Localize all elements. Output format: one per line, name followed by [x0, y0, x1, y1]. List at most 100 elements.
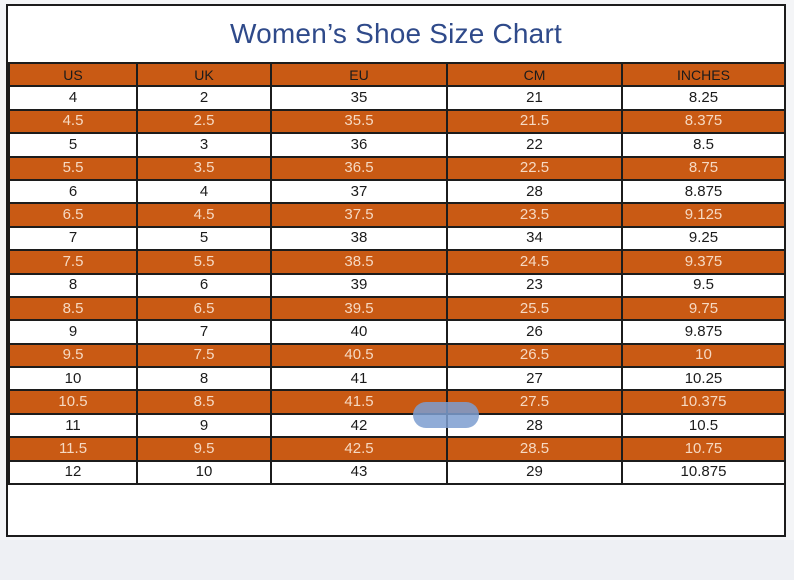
cell-cm: 22 — [446, 132, 623, 158]
cell-us: 9.5 — [8, 342, 138, 369]
cell-us: 11 — [8, 412, 138, 439]
table-row: 7 5 38 34 9.25 — [8, 225, 786, 252]
cell-cm: 25.5 — [446, 295, 623, 322]
cell-uk: 4.5 — [136, 202, 272, 228]
cell-us: 4 — [8, 85, 138, 111]
column-header-uk: UK — [136, 61, 272, 88]
cell-eu: 38.5 — [270, 249, 448, 275]
cell-us: 8.5 — [8, 295, 138, 322]
bottom-margin — [0, 540, 794, 580]
cell-uk: 5.5 — [136, 249, 272, 275]
cell-uk: 2 — [136, 85, 272, 111]
cell-uk: 7 — [136, 319, 272, 345]
cell-cm: 22.5 — [446, 155, 623, 181]
cell-uk: 3 — [136, 132, 272, 158]
cell-cm: 28 — [446, 178, 623, 205]
cell-inches: 8.5 — [621, 132, 786, 158]
cell-cm: 24.5 — [446, 249, 623, 275]
table-row: 9 7 40 26 9.875 — [8, 319, 786, 345]
cell-uk: 3.5 — [136, 155, 272, 181]
cell-eu: 39 — [270, 272, 448, 298]
table-row: 10.5 8.5 41.5 27.5 10.375 — [8, 389, 786, 415]
table-row: 6 4 37 28 8.875 — [8, 178, 786, 205]
cell-us: 10.5 — [8, 389, 138, 415]
cell-cm: 21 — [446, 85, 623, 111]
cell-eu: 36 — [270, 132, 448, 158]
cell-eu: 43 — [270, 459, 448, 486]
cell-us: 12 — [8, 459, 138, 486]
size-table: US UK EU CM INCHES 4 2 35 21 8.25 4.5 2.5 35.5 2… — [8, 61, 786, 486]
cell-uk: 9.5 — [136, 436, 272, 462]
cell-inches: 9.75 — [621, 295, 786, 322]
cell-eu: 40 — [270, 319, 448, 345]
size-chart-sheet: Women’s Shoe Size Chart US UK EU CM INCH… — [6, 4, 786, 537]
cell-uk: 4 — [136, 178, 272, 205]
header-row: US UK EU CM INCHES — [8, 61, 786, 88]
cell-cm: 34 — [446, 225, 623, 252]
cell-inches: 10.25 — [621, 366, 786, 392]
cell-cm: 21.5 — [446, 108, 623, 135]
table-row: 8.5 6.5 39.5 25.5 9.75 — [8, 295, 786, 322]
cell-cm: 23 — [446, 272, 623, 298]
column-header-us: US — [8, 61, 138, 88]
table-row: 11 9 42 28 10.5 — [8, 412, 786, 439]
cell-inches: 10.5 — [621, 412, 786, 439]
cell-us: 7.5 — [8, 249, 138, 275]
cell-cm: 23.5 — [446, 202, 623, 228]
table-row: 7.5 5.5 38.5 24.5 9.375 — [8, 249, 786, 275]
table-body: 4 2 35 21 8.25 4.5 2.5 35.5 21.5 8.375 5 3 36 22 8.5 5.… — [8, 85, 786, 486]
table-row: 9.5 7.5 40.5 26.5 10 — [8, 342, 786, 369]
cell-inches: 10.75 — [621, 436, 786, 462]
cell-us: 5.5 — [8, 155, 138, 181]
cell-uk: 5 — [136, 225, 272, 252]
cell-uk: 7.5 — [136, 342, 272, 369]
cell-cm: 28.5 — [446, 436, 623, 462]
cell-eu: 37 — [270, 178, 448, 205]
cell-eu: 39.5 — [270, 295, 448, 322]
cell-cm: 26 — [446, 319, 623, 345]
column-header-cm: CM — [446, 61, 623, 88]
cell-inches: 9.25 — [621, 225, 786, 252]
column-header-inches: INCHES — [621, 61, 786, 88]
cell-inches: 8.25 — [621, 85, 786, 111]
column-header-eu: EU — [270, 61, 448, 88]
cell-inches: 10.875 — [621, 459, 786, 486]
cell-uk: 8 — [136, 366, 272, 392]
cell-inches: 8.875 — [621, 178, 786, 205]
smudge-blot — [413, 402, 479, 428]
table-row: 12 10 43 29 10.875 — [8, 459, 786, 486]
cell-inches: 9.125 — [621, 202, 786, 228]
table-row: 8 6 39 23 9.5 — [8, 272, 786, 298]
table-row: 10 8 41 27 10.25 — [8, 366, 786, 392]
cell-us: 11.5 — [8, 436, 138, 462]
cell-eu: 41.5 — [270, 389, 448, 415]
cell-us: 10 — [8, 366, 138, 392]
cell-uk: 6.5 — [136, 295, 272, 322]
cell-us: 8 — [8, 272, 138, 298]
cell-inches: 10 — [621, 342, 786, 369]
cell-eu: 40.5 — [270, 342, 448, 369]
cell-inches: 8.75 — [621, 155, 786, 181]
cell-us: 4.5 — [8, 108, 138, 135]
cell-eu: 35 — [270, 85, 448, 111]
cell-uk: 8.5 — [136, 389, 272, 415]
cell-inches: 9.875 — [621, 319, 786, 345]
cell-eu: 41 — [270, 366, 448, 392]
cell-eu: 36.5 — [270, 155, 448, 181]
table-row: 4.5 2.5 35.5 21.5 8.375 — [8, 108, 786, 135]
cell-us: 7 — [8, 225, 138, 252]
cell-inches: 9.5 — [621, 272, 786, 298]
cell-cm: 26.5 — [446, 342, 623, 369]
cell-uk: 6 — [136, 272, 272, 298]
cell-eu: 37.5 — [270, 202, 448, 228]
cell-uk: 9 — [136, 412, 272, 439]
cell-inches: 8.375 — [621, 108, 786, 135]
cell-cm: 29 — [446, 459, 623, 486]
cell-inches: 9.375 — [621, 249, 786, 275]
table-row: 5 3 36 22 8.5 — [8, 132, 786, 158]
table-row: 6.5 4.5 37.5 23.5 9.125 — [8, 202, 786, 228]
table-row: 11.5 9.5 42.5 28.5 10.75 — [8, 436, 786, 462]
cell-cm: 27.5 — [446, 389, 623, 415]
table-row: 5.5 3.5 36.5 22.5 8.75 — [8, 155, 786, 181]
cell-eu: 38 — [270, 225, 448, 252]
